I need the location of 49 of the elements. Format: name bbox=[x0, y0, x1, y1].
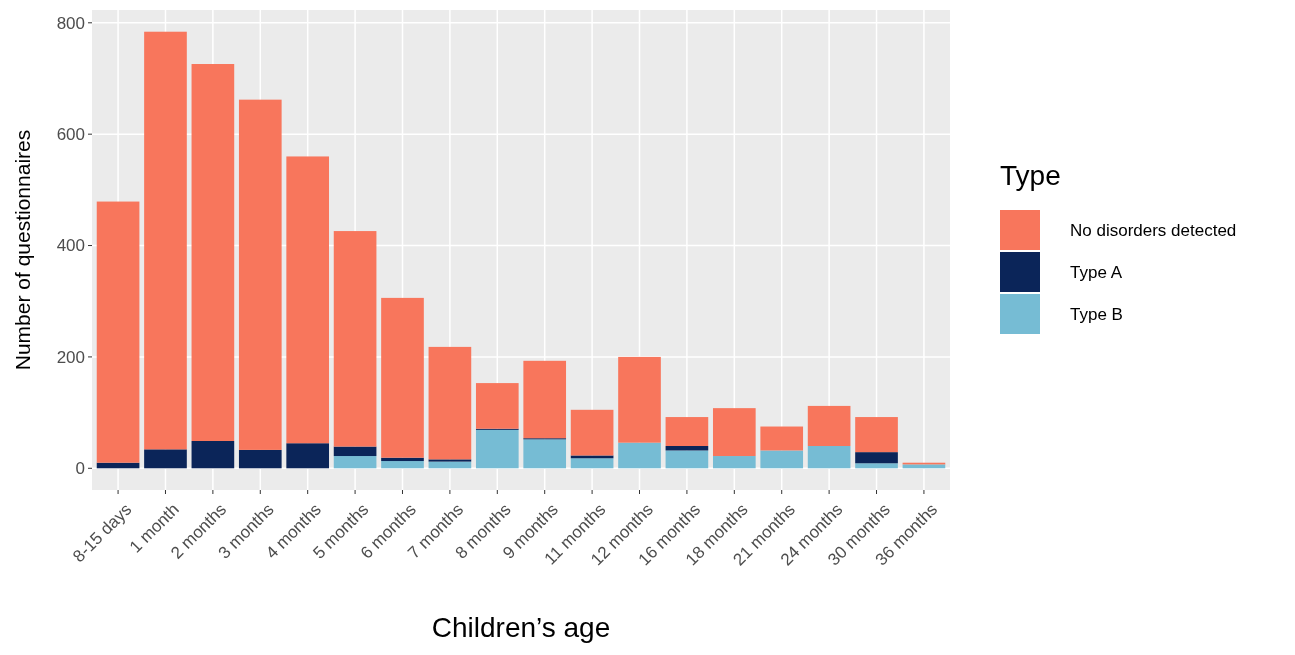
bar bbox=[618, 356, 661, 443]
bar bbox=[523, 439, 567, 469]
bar bbox=[333, 231, 377, 447]
bar bbox=[286, 443, 330, 469]
bar bbox=[475, 383, 519, 429]
bar bbox=[144, 449, 187, 469]
bar bbox=[144, 31, 187, 450]
bar bbox=[760, 426, 804, 451]
y-tick-label: 800 bbox=[56, 13, 85, 33]
bar bbox=[238, 99, 282, 450]
bar bbox=[570, 458, 614, 469]
bar bbox=[760, 450, 804, 469]
bar bbox=[712, 456, 756, 469]
bar bbox=[428, 459, 472, 462]
bar bbox=[618, 442, 661, 469]
bar bbox=[475, 429, 519, 469]
y-tick-label: 600 bbox=[56, 125, 85, 145]
legend-label: Type B bbox=[1070, 304, 1123, 324]
bar bbox=[381, 297, 424, 458]
bar bbox=[428, 346, 472, 460]
y-tick-label: 400 bbox=[56, 236, 85, 256]
bar bbox=[191, 441, 235, 469]
bar bbox=[286, 156, 330, 444]
x-axis-title: Children’s age bbox=[431, 612, 611, 643]
bar bbox=[665, 450, 709, 469]
bar bbox=[712, 408, 756, 457]
bar bbox=[333, 446, 377, 457]
legend-title: Type bbox=[1000, 160, 1061, 191]
legend-label: Type A bbox=[1070, 262, 1123, 282]
bar bbox=[191, 64, 235, 441]
bar bbox=[855, 463, 898, 469]
y-tick-label: 0 bbox=[75, 459, 85, 479]
y-axis-title: Number of questionnaires bbox=[11, 129, 34, 371]
y-tick-label: 200 bbox=[56, 347, 85, 367]
bar bbox=[238, 449, 282, 469]
bar bbox=[381, 457, 424, 462]
bar bbox=[96, 201, 140, 463]
bar bbox=[855, 417, 898, 453]
bar bbox=[523, 360, 567, 439]
bar bbox=[807, 405, 851, 447]
bar bbox=[381, 461, 424, 469]
bar bbox=[807, 446, 851, 469]
bar bbox=[665, 417, 709, 447]
legend-label: No disorders detected bbox=[1070, 220, 1237, 240]
bar bbox=[333, 456, 377, 469]
bar bbox=[570, 409, 614, 456]
bar bbox=[570, 455, 614, 459]
bar bbox=[855, 452, 898, 464]
bar bbox=[902, 464, 946, 469]
